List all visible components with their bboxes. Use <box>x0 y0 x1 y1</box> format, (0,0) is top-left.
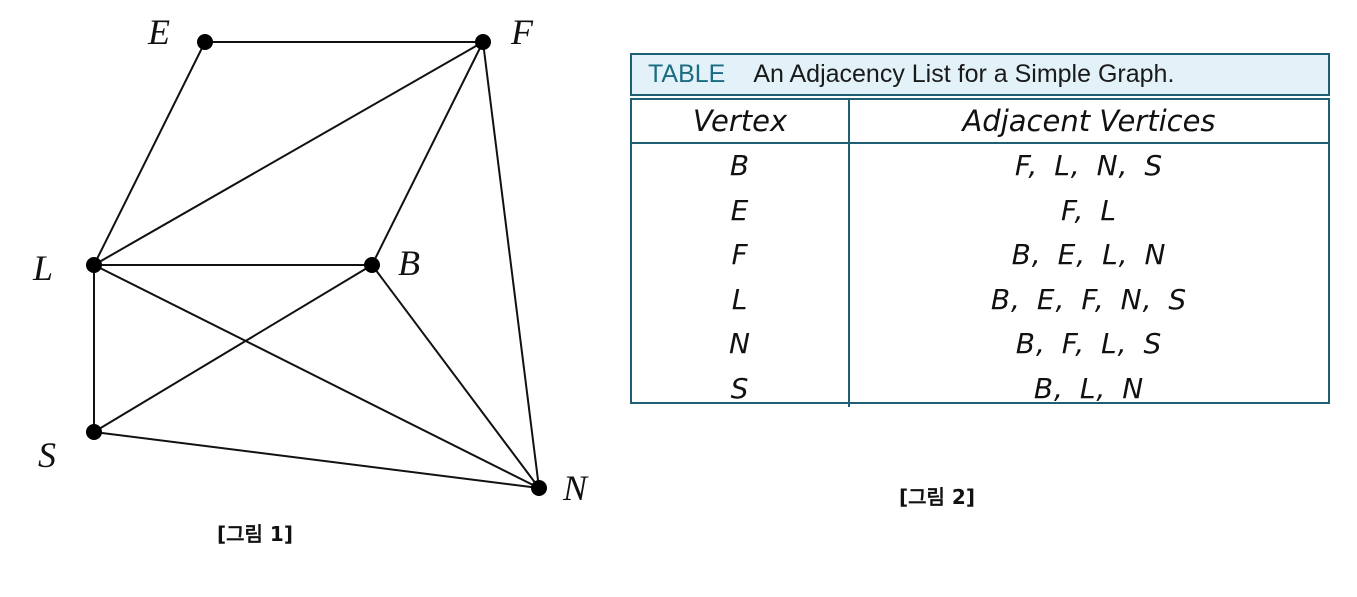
edge-e-l <box>93 41 206 266</box>
table-row: E F, L <box>632 188 1328 233</box>
vertex-cell: B <box>632 144 850 189</box>
adjacent-cell: B, F, L, S <box>1015 327 1163 360</box>
adjacent-cell: F, L <box>1061 193 1117 227</box>
edge-s-n <box>93 431 540 489</box>
graph-vertex-labels: E F L B S N <box>32 12 589 508</box>
vertex-cell: L <box>632 277 850 322</box>
header-vertex: Vertex <box>632 100 850 142</box>
edge-f-b <box>371 41 484 266</box>
adjacency-list-table: TABLE An Adjacency List for a Simple Gra… <box>630 53 1330 407</box>
table-row: N B, F, L, S <box>632 322 1328 367</box>
table-row: F B, E, L, N <box>632 233 1328 278</box>
table-row: B F, L, N, S <box>632 144 1328 189</box>
vertex-label-f: F <box>510 12 534 52</box>
vertex-label-s: S <box>38 435 56 475</box>
vertex-cell: F <box>632 233 850 278</box>
adjacent-cell: B, L, N <box>1033 371 1145 405</box>
edge-b-n <box>371 264 540 489</box>
vertex-b <box>364 257 380 273</box>
vertex-f <box>475 34 491 50</box>
adjacent-cell: B, E, L, N <box>1011 238 1167 271</box>
vertex-s <box>86 424 102 440</box>
figure-1-caption: [그림 1] <box>217 522 293 546</box>
edge-l-n <box>93 264 540 489</box>
graph-edges <box>93 41 540 489</box>
vertex-l <box>86 257 102 273</box>
table-rows: B F, L, N, S E F, L F B, E, L, N L B, E,… <box>632 144 1328 407</box>
table-row: L B, E, F, N, S <box>632 277 1328 322</box>
table-title-text: An Adjacency List for a Simple Graph. <box>753 60 1175 88</box>
graph-diagram: E F L B S N <box>32 12 589 508</box>
edge-b-s <box>93 264 373 433</box>
vertex-label-e: E <box>147 12 170 52</box>
vertex-cell: E <box>632 188 850 233</box>
vertex-cell: S <box>632 366 850 407</box>
header-adjacent-vertices: Adjacent Vertices <box>962 104 1216 138</box>
vertex-label-l: L <box>32 248 53 288</box>
vertex-label-n: N <box>562 468 589 508</box>
edge-f-l <box>93 41 484 266</box>
table-title-tag: TABLE <box>648 60 726 88</box>
figure-2-caption: [그림 2] <box>899 485 975 509</box>
adjacent-cell: B, E, F, N, S <box>990 282 1188 316</box>
adjacent-cell: F, L, N, S <box>1014 149 1164 182</box>
edge-f-n <box>482 41 540 489</box>
table-body: Vertex Adjacent Vertices B F, L, N, S E … <box>630 98 1330 407</box>
vertex-e <box>197 34 213 50</box>
vertex-label-b: B <box>398 243 420 283</box>
vertex-cell: N <box>632 322 850 367</box>
graph-vertices <box>86 34 547 496</box>
vertex-n <box>531 480 547 496</box>
table-row: S B, L, N <box>632 366 1328 407</box>
table-title-bar: TABLE An Adjacency List for a Simple Gra… <box>630 53 1330 96</box>
table-header-row: Vertex Adjacent Vertices <box>632 100 1328 144</box>
